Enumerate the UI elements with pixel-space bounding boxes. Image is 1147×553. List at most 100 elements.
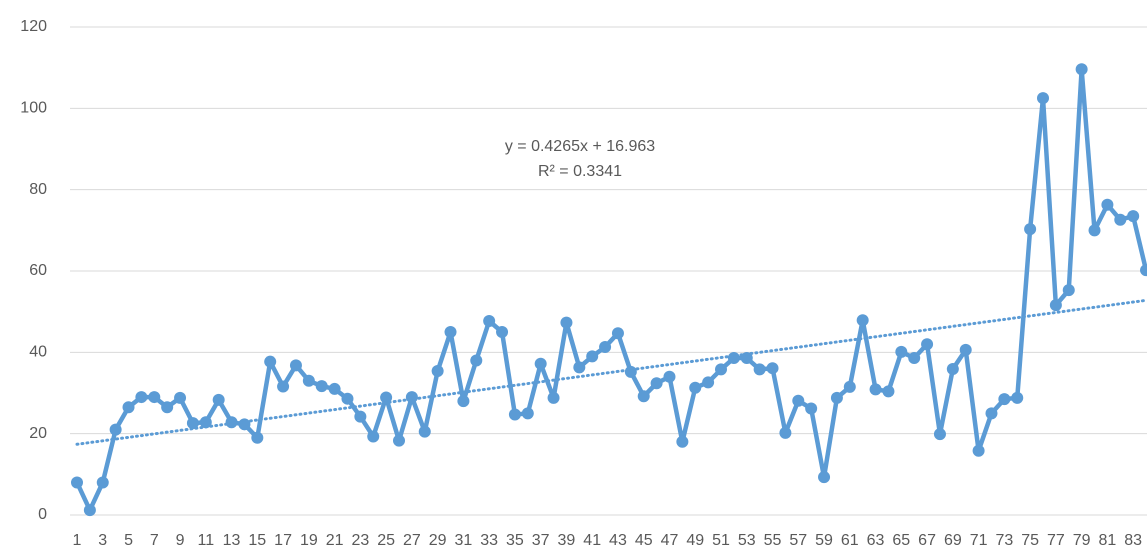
data-point (1062, 284, 1075, 297)
data-point (843, 380, 856, 393)
x-tick-label: 77 (1047, 532, 1065, 549)
data-point (367, 430, 380, 443)
data-point (483, 315, 496, 328)
x-tick-label: 15 (248, 532, 266, 549)
data-point (972, 444, 985, 457)
data-point (805, 402, 818, 415)
data-point (547, 391, 560, 404)
x-tick-label: 83 (1124, 532, 1142, 549)
x-tick-label: 11 (197, 532, 214, 549)
data-point (264, 355, 277, 368)
data-point (109, 423, 122, 436)
data-point (470, 354, 483, 367)
data-point (289, 359, 302, 372)
data-point (753, 363, 766, 376)
data-point (148, 391, 161, 404)
data-point (251, 431, 264, 444)
x-tick-label: 47 (661, 532, 679, 549)
series-line (74, 67, 1147, 513)
x-tick-label: 71 (970, 532, 988, 549)
x-tick-label: 43 (609, 532, 627, 549)
x-tick-label: 45 (635, 532, 653, 549)
data-point (573, 361, 586, 374)
x-tick-label: 7 (150, 532, 159, 549)
x-tick-label: 53 (738, 532, 756, 549)
trendline (75, 298, 1147, 446)
data-point (135, 391, 148, 404)
data-point (676, 435, 689, 448)
data-point (985, 407, 998, 420)
x-tick-label: 27 (403, 532, 421, 549)
data-point (328, 382, 341, 395)
data-point (431, 365, 444, 378)
x-tick-label: 9 (176, 532, 185, 549)
data-point (496, 326, 509, 338)
data-point (689, 381, 702, 394)
data-point (444, 326, 457, 338)
data-point (637, 390, 650, 403)
y-tick-label: 0 (38, 506, 47, 523)
data-point (599, 341, 612, 354)
x-tick-label: 59 (815, 532, 833, 549)
x-tick-label: 55 (764, 532, 782, 549)
x-tick-label: 75 (1021, 532, 1039, 549)
data-point (663, 370, 676, 383)
data-point (521, 407, 534, 420)
data-point (83, 504, 96, 517)
x-tick-label: 1 (73, 532, 82, 549)
x-tick-label: 69 (944, 532, 962, 549)
data-point (933, 428, 946, 441)
data-point (766, 362, 779, 375)
data-point (71, 476, 83, 489)
data-point (998, 393, 1011, 406)
data-point (1037, 92, 1049, 105)
data-point (560, 316, 573, 329)
x-tick-label: 81 (1099, 532, 1117, 549)
data-point (1024, 223, 1037, 236)
x-tick-label: 23 (351, 532, 369, 549)
data-point (882, 385, 895, 398)
data-point (174, 391, 187, 404)
data-point (586, 350, 599, 363)
y-tick-label: 60 (29, 262, 47, 279)
data-point (1114, 213, 1127, 226)
data-point (792, 394, 805, 407)
data-point (96, 476, 109, 489)
y-tick-label: 80 (29, 181, 47, 198)
data-point (186, 417, 199, 430)
x-tick-label: 57 (789, 532, 807, 549)
data-point (908, 352, 921, 365)
data-point (1088, 224, 1101, 237)
data-point (702, 376, 715, 389)
y-tick-label: 20 (29, 425, 47, 442)
x-tick-label: 31 (455, 532, 473, 549)
data-point (1049, 299, 1062, 312)
data-point (238, 418, 251, 431)
data-point (779, 426, 792, 439)
y-tick-label: 40 (29, 344, 47, 361)
x-tick-label: 67 (918, 532, 936, 549)
x-tick-label: 37 (532, 532, 550, 549)
data-point (418, 425, 431, 438)
data-point (818, 471, 831, 484)
data-point (1101, 198, 1114, 211)
x-tick-label: 21 (326, 532, 344, 549)
data-point (405, 391, 418, 404)
data-point (277, 380, 290, 393)
x-tick-label: 41 (583, 532, 601, 549)
data-point (1127, 210, 1140, 223)
data-point (715, 363, 727, 376)
data-point (212, 393, 225, 406)
y-tick-label: 100 (20, 100, 47, 117)
x-tick-label: 33 (480, 532, 498, 549)
data-point (508, 408, 521, 421)
x-tick-label: 49 (686, 532, 704, 549)
data-point (161, 401, 174, 414)
data-point (727, 352, 740, 365)
data-point (302, 374, 315, 387)
x-tick-label: 5 (124, 532, 133, 549)
data-point (869, 383, 882, 396)
data-point (624, 365, 637, 378)
x-tick-label: 51 (712, 532, 730, 549)
